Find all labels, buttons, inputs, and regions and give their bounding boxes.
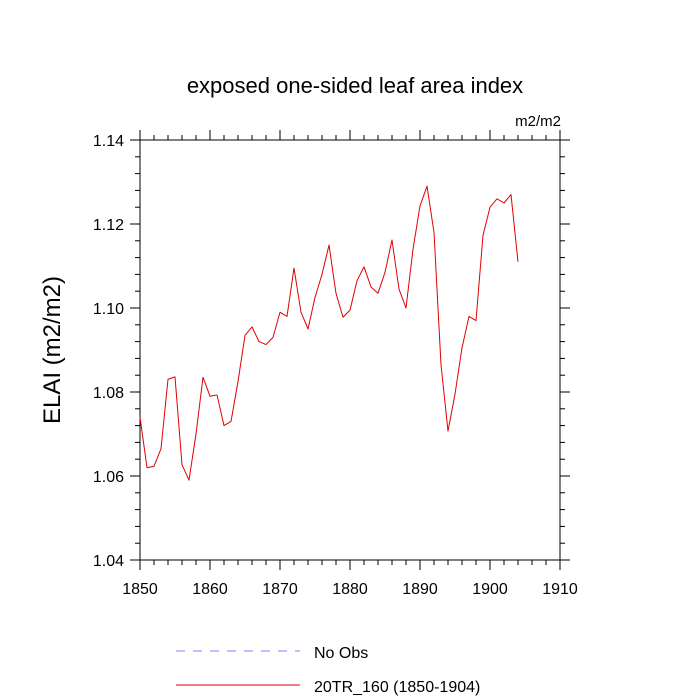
y-tick-label: 1.12 [93, 217, 124, 234]
x-tick-label: 1850 [122, 581, 158, 598]
legend: No Obs 20TR_160 (1850-1904) [176, 645, 480, 696]
legend-label-no-obs: No Obs [314, 645, 368, 662]
y-tick-label: 1.04 [93, 553, 124, 570]
plot-frame [139, 139, 561, 561]
x-axis-tick-labels: 1850 1860 1870 1880 1890 1900 1910 [122, 581, 578, 598]
chart-title: exposed one-sided leaf area index [187, 73, 523, 98]
y-axis-label: ELAI (m2/m2) [39, 276, 66, 424]
x-tick-label: 1880 [332, 581, 368, 598]
x-axis-ticks [139, 130, 561, 570]
legend-label-20tr-160: 20TR_160 (1850-1904) [314, 679, 480, 696]
x-tick-label: 1910 [542, 581, 578, 598]
x-tick-label: 1890 [402, 581, 438, 598]
y-axis-tick-labels: 1.04 1.06 1.08 1.10 1.12 1.14 [93, 133, 124, 570]
series-line-1 [139, 185, 519, 481]
y-tick-label: 1.10 [93, 301, 124, 318]
y-axis-ticks [130, 139, 570, 561]
units-label: m2/m2 [515, 113, 561, 130]
x-tick-label: 1900 [472, 581, 508, 598]
y-tick-label: 1.14 [93, 133, 124, 150]
y-tick-label: 1.06 [93, 469, 124, 486]
series-lines [139, 185, 519, 481]
x-tick-label: 1860 [192, 581, 228, 598]
x-tick-label: 1870 [262, 581, 298, 598]
y-tick-label: 1.08 [93, 385, 124, 402]
